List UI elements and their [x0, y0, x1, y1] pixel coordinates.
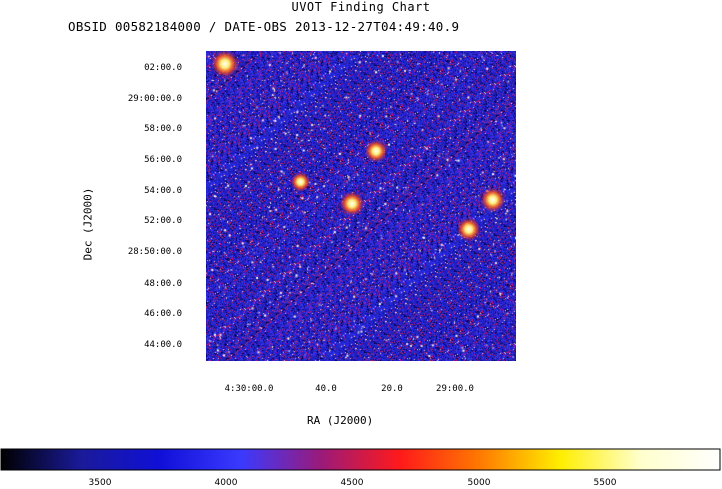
colorbar-tick-label: 4000 [214, 478, 238, 488]
y-tick-label: 56:00.0 [144, 155, 182, 165]
chart-title: UVOT Finding Chart [291, 0, 431, 14]
y-tick-label: 29:00:00.0 [127, 94, 182, 104]
y-tick-label: 46:00.0 [144, 309, 182, 319]
chart-subtitle: OBSID 00582184000 / DATE-OBS 2013-12-27T… [68, 19, 460, 34]
colorbar-tick-label: 5000 [467, 478, 491, 488]
x-tick-label: 20.0 [381, 384, 403, 394]
x-tick-label: 40.0 [315, 384, 337, 394]
x-tick-label: 4:30:00.0 [224, 384, 274, 394]
sky-image-canvas [206, 51, 516, 361]
y-tick-label: 02:00.0 [144, 63, 182, 73]
y-axis-label: Dec (J2000) [81, 187, 95, 261]
x-tick-label: 29:00.0 [436, 384, 474, 394]
y-tick-label: 58:00.0 [144, 124, 182, 134]
colorbar-gradient [0, 448, 721, 471]
y-tick-label: 28:50:00.0 [127, 247, 182, 257]
colorbar-tick-label: 3500 [88, 478, 112, 488]
x-axis-label: RA (J2000) [307, 414, 374, 427]
y-tick-label: 52:00.0 [144, 216, 182, 226]
colorbar-tick-label: 4500 [340, 478, 364, 488]
y-tick-label: 54:00.0 [144, 186, 182, 196]
y-tick-label: 44:00.0 [144, 340, 182, 350]
y-tick-label: 48:00.0 [144, 279, 182, 289]
sky-image [206, 51, 516, 361]
colorbar-tick-label: 5500 [593, 478, 617, 488]
colorbar-svg [0, 448, 721, 471]
colorbar [0, 448, 722, 472]
